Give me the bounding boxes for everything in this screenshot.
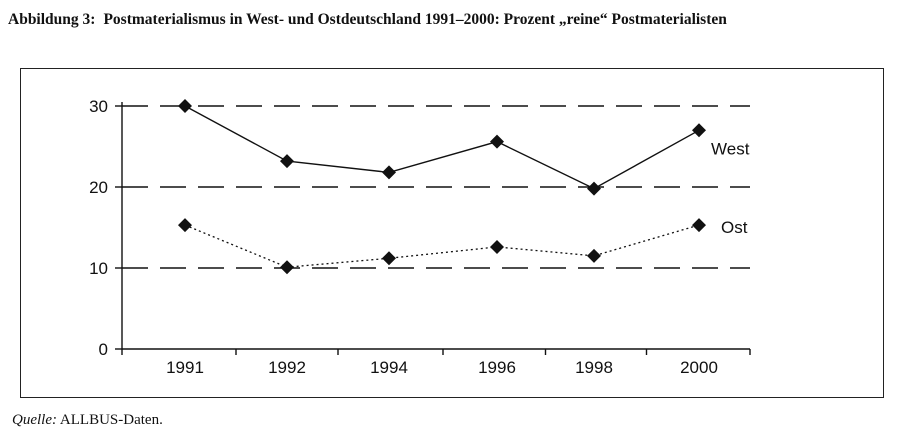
series-line-west (184, 105, 700, 190)
marker-west-1996 (490, 134, 504, 149)
marker-west-1994 (382, 165, 396, 180)
figure-caption: Abbildung 3: Postmaterialismus in West- … (8, 10, 888, 29)
marker-ost-1998 (587, 248, 601, 263)
source-label: Quelle: (12, 412, 57, 428)
source-text: ALLBUS-Daten. (59, 412, 163, 428)
marker-ost-1994 (382, 251, 396, 266)
x-tick-label-1996: 1996 (478, 358, 516, 377)
series-label-west: West (711, 139, 750, 158)
figure-label: Abbildung 3: (8, 11, 96, 28)
y-tick-label-10: 10 (89, 259, 108, 278)
y-tick-label-20: 20 (89, 178, 108, 197)
marker-ost-1992 (280, 260, 294, 275)
axis-layer (115, 102, 751, 355)
x-tick-label-1991: 1991 (166, 358, 204, 377)
marker-west-1991 (178, 99, 192, 113)
series-layer (178, 99, 706, 275)
y-tick-label-0: 0 (99, 340, 108, 359)
x-tick-label-1992: 1992 (268, 358, 306, 377)
marker-ost-1991 (178, 218, 192, 233)
marker-ost-2000 (692, 218, 706, 233)
series-line-ost (184, 224, 700, 268)
grid-layer (122, 105, 750, 269)
source-note: Quelle: ALLBUS-Daten. (12, 412, 163, 429)
y-tick-label-30: 30 (89, 97, 108, 116)
series-label-ost: Ost (721, 218, 748, 237)
marker-west-1998 (587, 181, 601, 196)
x-tick-label-1998: 1998 (575, 358, 613, 377)
x-tick-label-2000: 2000 (680, 358, 718, 377)
marker-west-2000 (692, 123, 706, 138)
x-tick-label-1994: 1994 (370, 358, 408, 377)
chart-frame (20, 68, 884, 398)
label-layer: 0 10 20 30 1991 1992 1994 1996 1998 2000 West Ost (89, 97, 750, 377)
figure-title: Postmaterialismus in West- und Ostdeutsc… (103, 11, 727, 28)
marker-west-1992 (280, 154, 294, 169)
marker-ost-1996 (490, 239, 504, 254)
